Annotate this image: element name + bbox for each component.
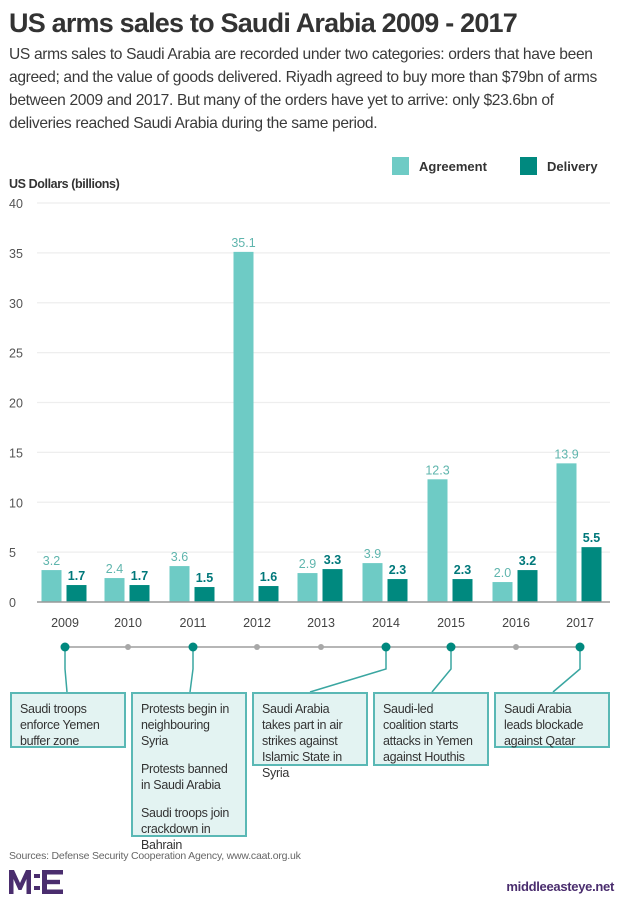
timeline-event-box: Saudi Arabia takes part in air strikes a…	[252, 692, 368, 780]
data-label-delivery: 1.6	[260, 570, 277, 584]
y-tick-label: 0	[9, 596, 16, 610]
bar-agreement	[104, 578, 125, 602]
timeline-dot-minor	[318, 644, 324, 650]
data-label-agreement: 3.2	[43, 554, 60, 568]
y-tick-label: 35	[9, 247, 23, 261]
bar-delivery	[129, 585, 150, 602]
bar-delivery	[581, 547, 602, 602]
y-tick-label: 30	[9, 297, 23, 311]
timeline-event-box: Saudi Arabia leads blockade against Qata…	[494, 692, 610, 748]
timeline-dot-minor	[513, 644, 519, 650]
bar-agreement	[41, 570, 62, 602]
x-tick-label: 2016	[502, 616, 530, 630]
bar-agreement	[169, 566, 190, 602]
x-tick-label: 2015	[437, 616, 465, 630]
data-label-agreement: 12.3	[425, 463, 449, 477]
timeline-event-text: Saudi troops enforce Yemen buffer zone	[20, 702, 100, 748]
timeline-event-text: Saudi troops join crackdown in Bahrain	[141, 806, 230, 852]
timeline-dot-major	[575, 642, 585, 652]
data-label-agreement: 2.0	[494, 566, 511, 580]
timeline-dot-major	[60, 642, 70, 652]
data-label-agreement: 35.1	[231, 236, 255, 250]
x-tick-label: 2013	[307, 616, 335, 630]
timeline-connector	[431, 647, 452, 693]
data-label-delivery: 5.5	[583, 531, 600, 545]
data-label-agreement: 3.9	[364, 547, 381, 561]
bar-delivery	[322, 569, 343, 602]
bar-delivery	[517, 570, 538, 602]
bar-delivery	[66, 585, 87, 602]
bar-agreement	[297, 573, 318, 602]
timeline-event-box: Saudi-led coalition starts attacks in Ye…	[373, 692, 489, 766]
timeline-dot-major	[188, 642, 198, 652]
y-tick-label: 15	[9, 446, 23, 460]
legend-swatch-delivery	[520, 157, 537, 175]
data-label-delivery: 3.2	[519, 554, 536, 568]
timeline-event-box: Protests begin in neighbouring Syria Prot…	[131, 692, 247, 852]
bar-agreement	[492, 582, 513, 602]
bar-agreement	[233, 251, 254, 602]
x-tick-label: 2009	[51, 616, 79, 630]
chart-title: US arms sales to Saudi Arabia 2009 - 201…	[9, 8, 518, 38]
timeline-connector	[309, 647, 387, 693]
y-tick-label: 10	[9, 496, 23, 510]
y-tick-label: 40	[9, 197, 23, 211]
data-label-agreement: 13.9	[554, 447, 578, 461]
sources-note: Sources: Defense Security Cooperation Ag…	[9, 850, 301, 862]
timeline-dot-major	[381, 642, 391, 652]
data-label-delivery: 1.7	[68, 569, 85, 583]
data-label-delivery: 2.3	[389, 563, 406, 577]
x-tick-label: 2014	[372, 616, 400, 630]
bar-agreement	[556, 463, 577, 602]
timeline-dot-minor	[125, 644, 131, 650]
y-tick-label: 25	[9, 347, 23, 361]
bar-delivery	[452, 579, 473, 602]
data-label-delivery: 1.5	[196, 571, 213, 585]
x-tick-label: 2017	[566, 616, 594, 630]
timeline-event-box: Saudi troops enforce Yemen buffer zone	[10, 692, 126, 748]
y-axis-label: US Dollars (billions)	[9, 177, 120, 191]
timeline-event-text: Saudi-led coalition starts attacks in Ye…	[383, 702, 473, 764]
legend-swatch-agreement	[392, 157, 409, 175]
data-label-agreement: 2.4	[106, 562, 123, 576]
site-url[interactable]: middleeasteye.net	[506, 879, 614, 894]
timeline-connector	[552, 647, 581, 693]
timeline-event-text: Protests banned in Saudi Arabia	[141, 762, 228, 792]
timeline-connector	[64, 647, 68, 693]
timeline-dot-minor	[254, 644, 260, 650]
legend-item-agreement: Agreement	[392, 157, 487, 175]
legend-label-delivery: Delivery	[547, 158, 598, 174]
y-tick-label: 5	[9, 546, 16, 560]
bar-delivery	[258, 586, 279, 602]
y-tick-label: 20	[9, 397, 23, 411]
data-label-agreement: 2.9	[299, 557, 316, 571]
x-tick-label: 2012	[243, 616, 271, 630]
bar-agreement	[362, 563, 383, 602]
timeline-dot-major	[446, 642, 456, 652]
legend-item-delivery: Delivery	[520, 157, 598, 175]
timeline-event-text: Protests begin in neighbouring Syria	[141, 702, 230, 748]
x-tick-label: 2011	[180, 616, 207, 630]
data-label-agreement: 3.6	[171, 550, 188, 564]
bar-agreement	[427, 479, 448, 602]
timeline-event-text: Saudi Arabia takes part in air strikes a…	[262, 702, 343, 780]
x-tick-label: 2010	[114, 616, 142, 630]
bar-delivery	[194, 587, 215, 602]
mee-logo	[9, 869, 69, 900]
data-label-delivery: 3.3	[324, 553, 341, 567]
chart-subtitle: US arms sales to Saudi Arabia are record…	[9, 46, 597, 132]
legend-label-agreement: Agreement	[419, 158, 487, 174]
timeline-connector	[189, 647, 194, 693]
timeline-event-text: Saudi Arabia leads blockade against Qata…	[504, 702, 584, 748]
data-label-delivery: 2.3	[454, 563, 471, 577]
bar-delivery	[387, 579, 408, 602]
data-label-delivery: 1.7	[131, 569, 148, 583]
